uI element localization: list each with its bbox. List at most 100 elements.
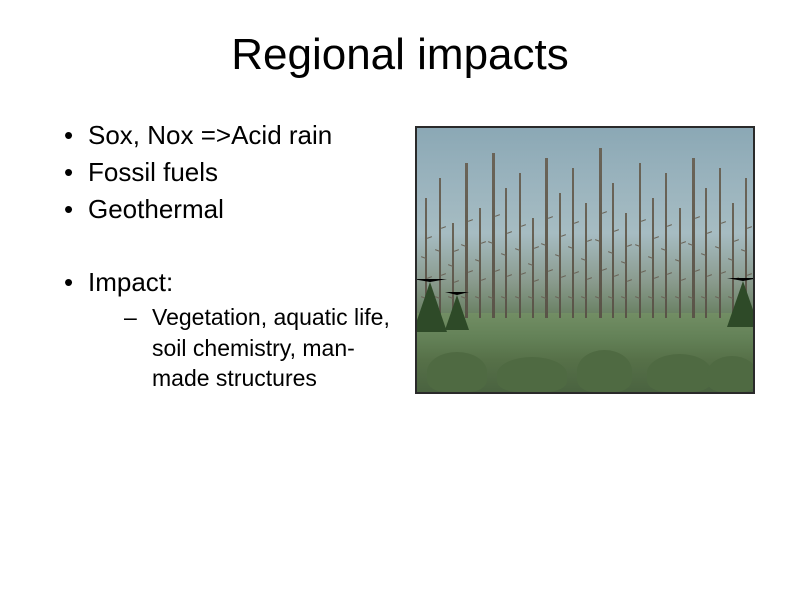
dead-tree-branch [555, 255, 560, 258]
dead-tree-branch [587, 277, 592, 280]
dead-tree-branch [741, 250, 746, 253]
dead-tree-branch [461, 245, 466, 248]
dead-tree-branch [667, 224, 672, 227]
dead-tree-branch [548, 216, 553, 219]
dead-tree-branch [427, 236, 432, 239]
dead-tree-branch [468, 219, 473, 222]
dead-tree-trunk [492, 153, 495, 318]
dead-tree-branch [488, 241, 493, 244]
acid-rain-forest-image [415, 126, 755, 394]
impact-label: Impact: [88, 267, 173, 297]
dead-tree-branch [602, 268, 607, 271]
foliage-bump [427, 352, 487, 392]
dead-tree-trunk [599, 148, 602, 318]
foliage-bump [707, 356, 755, 392]
dead-tree-trunk [639, 163, 641, 318]
green-conifer [445, 292, 469, 330]
foliage-bump [497, 357, 567, 392]
dead-tree-branch [495, 269, 500, 272]
bullet-item-impact: Impact: Vegetation, aquatic life, soil c… [60, 265, 395, 393]
dead-tree-branch [507, 275, 512, 278]
dead-tree-branch [515, 296, 520, 299]
dead-tree-branch [715, 296, 720, 299]
dead-tree-branch [441, 273, 446, 276]
dead-tree-branch [475, 260, 480, 263]
dead-tree-branch [488, 296, 493, 299]
dead-tree-branch [707, 231, 712, 234]
dead-tree-branch [621, 296, 626, 299]
dead-tree-branch [721, 221, 726, 224]
dead-tree-trunk [692, 158, 695, 318]
dead-tree-branch [667, 272, 672, 275]
dead-tree-branch [681, 278, 686, 281]
dead-tree-trunk [625, 213, 627, 318]
dead-tree-branch [534, 280, 539, 283]
image-column [415, 118, 755, 395]
dead-tree-branch [587, 239, 592, 242]
text-column: Sox, Nox =>Acid rain Fossil fuels Geothe… [45, 118, 395, 395]
dead-tree-branch [675, 260, 680, 263]
dead-tree-branch [521, 272, 526, 275]
slide-container: Regional impacts Sox, Nox =>Acid rain Fo… [0, 0, 800, 600]
dead-tree-branch [614, 229, 619, 232]
dead-tree-branch [641, 219, 646, 222]
dead-tree-branch [747, 273, 752, 276]
green-conifer [415, 279, 447, 332]
dead-tree-trunk [665, 173, 667, 318]
dead-tree-branch [568, 246, 573, 249]
dead-tree-branch [614, 274, 619, 277]
impact-list: Impact: Vegetation, aquatic life, soil c… [60, 265, 395, 393]
dead-tree-trunk [719, 168, 721, 318]
dead-tree-branch [448, 265, 453, 268]
dead-tree-branch [475, 296, 480, 299]
dead-tree-branch [555, 296, 560, 299]
dead-tree-branch [621, 261, 626, 264]
dead-tree-branch [441, 226, 446, 229]
dead-tree-branch [574, 271, 579, 274]
sub-item: Vegetation, aquatic life, soil chemistry… [124, 302, 395, 393]
dead-tree-branch [707, 275, 712, 278]
dead-tree-branch [654, 236, 659, 239]
bullet-list: Sox, Nox =>Acid rain Fossil fuels Geothe… [60, 118, 395, 227]
content-area: Sox, Nox =>Acid rain Fossil fuels Geothe… [45, 118, 755, 395]
dead-tree-trunk [519, 173, 521, 318]
dead-tree-branch [641, 270, 646, 273]
dead-tree-branch [561, 234, 566, 237]
dead-tree-branch [602, 211, 607, 214]
dead-tree-trunk [479, 208, 481, 318]
dead-tree-branch [695, 216, 700, 219]
dead-tree-branch [648, 256, 653, 259]
dead-tree-branch [681, 241, 686, 244]
dead-tree-branch [635, 245, 640, 248]
dead-tree-branch [454, 280, 459, 283]
dead-tree-branch [608, 251, 613, 254]
dead-tree-branch [495, 214, 500, 217]
dead-tree-branch [528, 296, 533, 299]
slide-title: Regional impacts [45, 30, 755, 80]
dead-tree-branch [721, 271, 726, 274]
sub-list: Vegetation, aquatic life, soil chemistry… [88, 302, 395, 393]
dead-tree-branch [481, 278, 486, 281]
dead-tree-trunk [679, 208, 681, 318]
dead-tree-branch [648, 296, 653, 299]
dead-tree-branch [541, 296, 546, 299]
dead-tree-branch [421, 256, 426, 259]
bullet-item: Geothermal [60, 192, 395, 227]
dead-tree-branch [481, 241, 486, 244]
spacer [60, 229, 395, 265]
dead-tree-branch [701, 296, 706, 299]
dead-tree-branch [574, 221, 579, 224]
dead-tree-branch [695, 270, 700, 273]
dead-tree-branch [501, 296, 506, 299]
dead-tree-branch [581, 296, 586, 299]
dead-tree-branch [595, 240, 600, 243]
dead-tree-branch [561, 275, 566, 278]
dead-tree-branch [654, 276, 659, 279]
dead-tree-branch [568, 296, 573, 299]
dead-tree-branch [548, 270, 553, 273]
bullet-item: Fossil fuels [60, 155, 395, 190]
bullet-item: Sox, Nox =>Acid rain [60, 118, 395, 153]
dead-tree-branch [675, 296, 680, 299]
dead-tree-branch [734, 239, 739, 242]
dead-tree-trunk [532, 218, 534, 318]
